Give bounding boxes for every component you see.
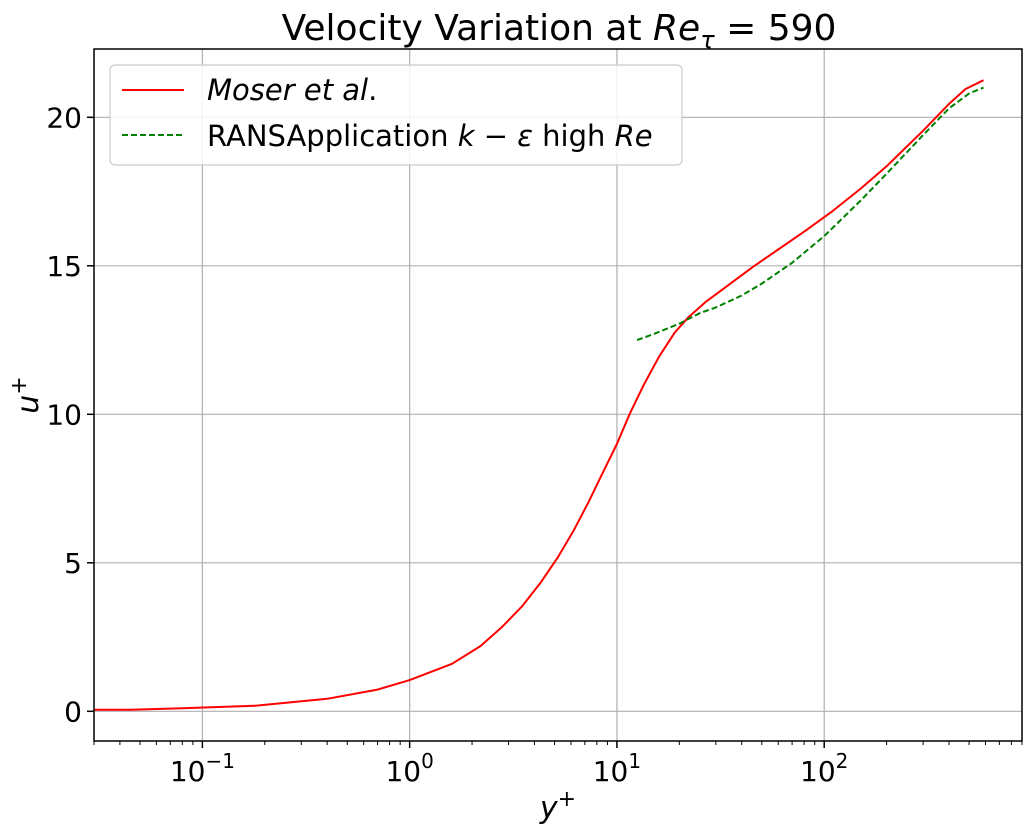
x-tick-label: 102 [800, 749, 848, 788]
legend-label-moser: Moser et al. [207, 73, 377, 107]
legend-label-rans: RANSApplication k − ε high Re [207, 119, 653, 153]
x-axis-label: y+ [539, 787, 576, 826]
y-tick-label: 0 [64, 695, 82, 728]
x-tick-label: 10−1 [170, 749, 235, 788]
data-series [94, 79, 984, 711]
x-tick-label: 101 [593, 749, 641, 788]
y-axis-label: u+ [7, 376, 46, 413]
y-tick-label: 20 [46, 101, 82, 134]
chart-title: Velocity Variation at Reτ = 590 [282, 8, 837, 54]
axis-ticks: 0 5 10 15 20 10−1 100 101 102 [46, 101, 1023, 788]
series-line-rans [636, 86, 984, 342]
y-tick-label: 10 [46, 398, 82, 431]
plot-frame [93, 48, 1023, 742]
x-tick-label: 100 [385, 749, 433, 788]
legend: Moser et al. RANSApplication k − ε high … [109, 64, 683, 166]
legend-box [109, 64, 683, 166]
y-tick-label: 5 [64, 547, 82, 580]
y-tick-label: 15 [46, 250, 82, 283]
series-line-moser [94, 79, 984, 711]
